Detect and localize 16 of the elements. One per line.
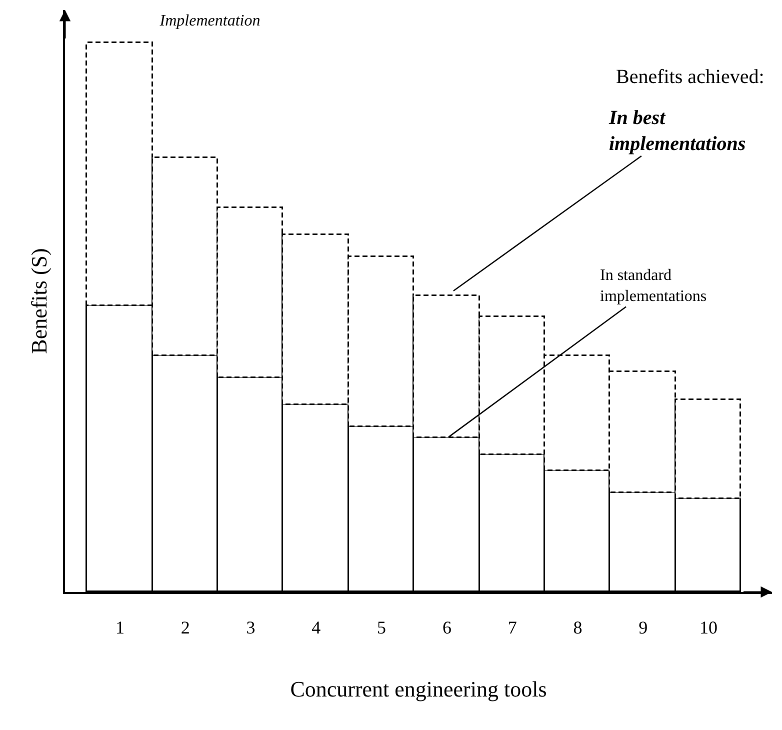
x-tick-label: 4 [312,617,321,638]
x-tick-label: 5 [377,617,386,638]
x-tick-label: 8 [573,617,582,638]
x-tick-label: 3 [246,617,256,638]
text: In standard implementations [600,267,707,305]
chart-title: Implementation [158,12,260,30]
annotation: Benefits achieved: [616,66,764,88]
x-axis-title: Concurrent engineering tools [290,676,547,702]
x-tick-label: 6 [442,617,452,638]
x-tick-label: 10 [700,617,718,638]
x-tick-label: 9 [638,617,648,638]
y-axis-title: Benefits (S) [26,248,52,354]
text: In best implementations [608,107,746,155]
x-tick-label: 2 [180,617,190,638]
x-tick-label: 1 [115,617,124,638]
x-tick-label: 7 [508,617,517,638]
